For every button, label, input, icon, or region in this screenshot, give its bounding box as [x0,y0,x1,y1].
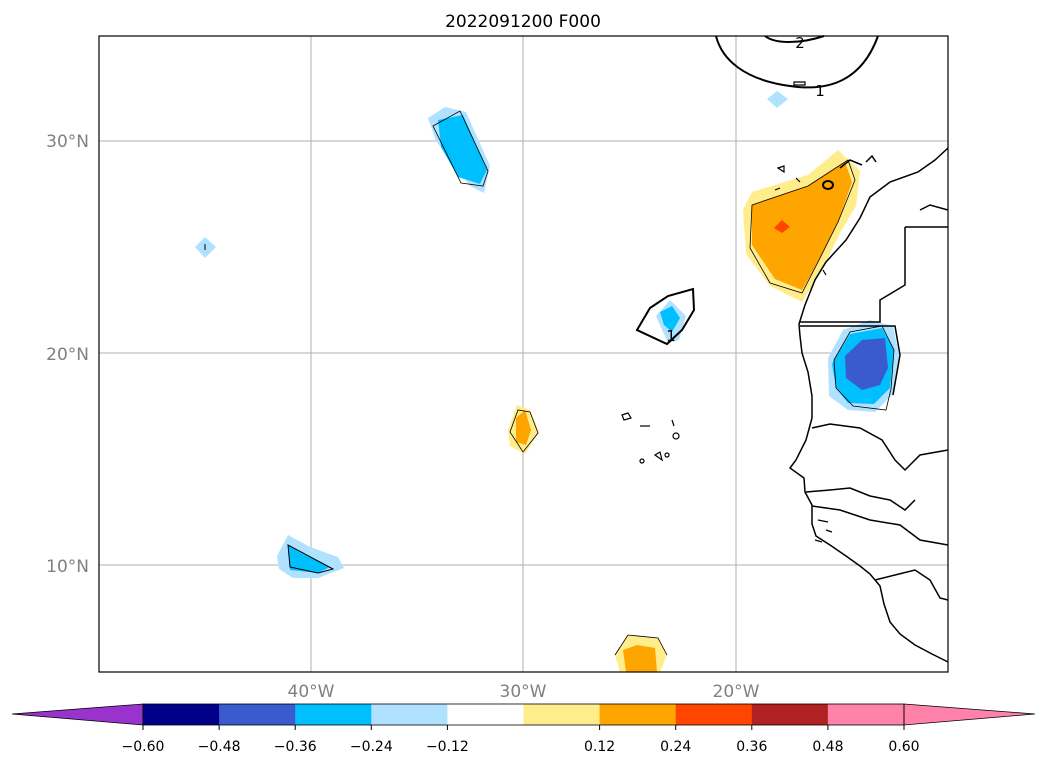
contour-label-1-north: 1 [815,82,825,100]
colorbar-tick-label: −0.48 [198,739,241,755]
lat-labels: 30°N 20°N 10°N [46,132,89,577]
cape-verde-island-3 [671,419,675,427]
colorbar-under-arrow [11,703,144,726]
border-guinea-bissau [811,505,949,546]
gridlines [99,36,948,672]
contour-2-north [764,35,825,43]
lat-label-10n: 10°N [46,557,89,577]
border-sierra-leone [874,569,949,601]
bissagos-1 [817,519,829,523]
cape-verde-island-4 [672,432,680,440]
colorbar-bin [371,704,448,725]
border-western-sahara [800,227,906,323]
lat-label-30n: 30°N [46,132,89,152]
negative-anomaly-east-dark [845,338,888,390]
positive-anomaly-ne-orange [752,162,852,290]
lon-label-30w: 30°W [500,682,547,702]
island-3 [774,187,781,191]
map-panel: 2 1 1 [98,34,949,673]
colorbar-tick-label: 0.12 [584,739,615,755]
canary-islands [839,159,863,169]
colorbar-tick-label: −0.24 [350,739,393,755]
colorbar-bin [751,704,829,725]
negative-anomaly-sw-mid [288,545,330,573]
colorbar-bin [523,704,601,725]
contour-mini-north [793,81,806,86]
shaded-fields [195,91,899,672]
bissagos-2 [814,539,823,543]
canary-islands-2 [865,154,877,163]
contour-label-1-cv: 1 [666,327,676,345]
bissagos-3 [825,529,833,533]
island-4 [822,269,827,276]
contour-thin-north [432,110,489,187]
contour-thin-south [614,634,668,656]
coast-canary-edge [919,204,949,211]
colorbar-bin [143,704,220,725]
colorbar-bin [295,704,372,725]
colorbar-tick-label: −0.60 [122,739,165,755]
african-coastline [788,147,949,663]
colorbar-bins [143,704,905,725]
lon-label-20w: 20°W [713,682,760,702]
colorbar: −0.60 −0.48 −0.36 −0.24 −0.12 0.12 0.24 0.36 0.4… [11,703,1036,755]
colorbar-tick-label: −0.12 [426,739,469,755]
contour-thin-ne [749,159,856,294]
positive-anomaly-south-orange [623,645,657,672]
colorbar-ticks: −0.60 −0.48 −0.36 −0.24 −0.12 0.12 0.24 0.36 0.4… [122,725,920,755]
colorbar-tick-label: 0.60 [888,739,919,755]
colorbar-bin [827,704,905,725]
border-mauritania-north [800,325,901,396]
cape-verde-island-1 [621,412,632,421]
contour-small-ring [822,180,834,190]
colorbar-bin [447,704,524,725]
colorbar-bin [219,704,296,725]
cape-verde-island-6 [639,458,645,464]
contour-1-north [715,35,879,89]
contour-thin-mid [509,409,539,453]
contour-thin-sw [287,544,335,574]
colorbar-tick-label: 0.48 [812,739,843,755]
positive-anomaly-ne-red [774,220,790,233]
negative-anomaly-ne [767,91,788,108]
positive-anomaly-mid-orange [516,410,531,445]
lat-label-20n: 20°N [46,345,89,365]
border-mauritania-south [811,423,949,472]
coastlines [621,147,949,663]
colorbar-tick-label: 0.24 [660,739,691,755]
island-1 [776,165,785,174]
lon-label-40w: 40°W [288,682,335,702]
colorbar-tick-label: −0.36 [274,739,317,755]
colorbar-bin [675,704,753,725]
map-frame [98,35,949,673]
cape-verde-island-7 [664,452,670,458]
colorbar-bin [599,704,677,725]
island-2 [795,177,801,183]
border-gambia [805,487,916,511]
figure-title: 2022091200 F000 [445,12,601,32]
colorbar-over-arrow [903,703,1036,726]
contour-label-2: 2 [795,34,805,52]
thick-contours [635,35,879,346]
colorbar-tick-label: 0.36 [736,739,767,755]
contour-thin-east [833,325,895,411]
negative-anomaly-cv-mid [660,306,680,332]
contour-1-cv [635,287,696,346]
colorbar-frame [142,703,905,726]
cape-verde-island-5 [653,451,663,462]
negative-anomaly-mid [438,115,487,184]
lon-labels: 40°W 30°W 20°W [288,682,760,702]
